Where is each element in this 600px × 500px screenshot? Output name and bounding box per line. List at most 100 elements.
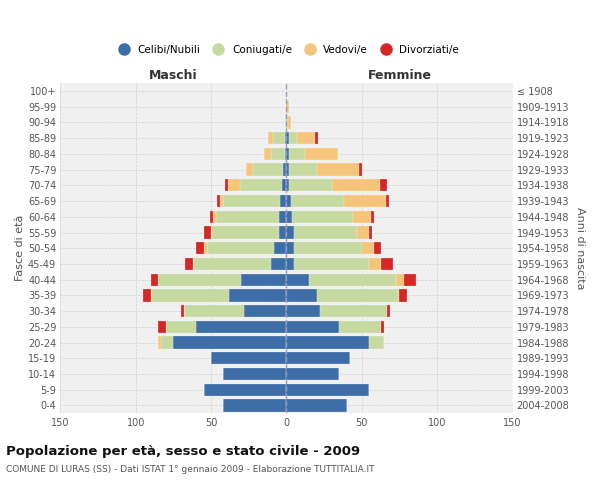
Bar	[203, 384, 286, 396]
Bar	[386, 195, 389, 207]
Bar	[241, 274, 286, 286]
Bar	[286, 400, 347, 411]
Bar	[294, 226, 357, 238]
Bar	[223, 368, 286, 380]
Bar	[279, 210, 286, 223]
Bar	[344, 195, 386, 207]
Bar	[359, 164, 362, 175]
Bar	[286, 132, 289, 144]
Bar	[288, 116, 291, 128]
Bar	[264, 148, 271, 160]
Bar	[286, 148, 289, 160]
Bar	[332, 179, 380, 192]
Legend: Celibi/Nubili, Coniugati/e, Vedovi/e, Divorziati/e: Celibi/Nubili, Coniugati/e, Vedovi/e, Di…	[110, 40, 463, 59]
Bar	[286, 290, 317, 302]
Bar	[382, 258, 394, 270]
Bar	[357, 226, 370, 238]
Bar	[317, 290, 400, 302]
Bar	[370, 226, 373, 238]
Bar	[206, 242, 274, 254]
Bar	[374, 242, 382, 254]
Bar	[286, 368, 339, 380]
Bar	[196, 320, 286, 333]
Bar	[292, 210, 353, 223]
Bar	[286, 242, 294, 254]
Bar	[286, 274, 309, 286]
Bar	[382, 320, 385, 333]
Bar	[320, 305, 388, 318]
Bar	[286, 116, 288, 128]
Bar	[185, 258, 193, 270]
Bar	[184, 305, 244, 318]
Bar	[286, 305, 320, 318]
Bar	[274, 242, 286, 254]
Bar	[339, 320, 382, 333]
Bar	[353, 210, 371, 223]
Bar	[370, 336, 385, 348]
Text: Femmine: Femmine	[367, 70, 431, 82]
Bar	[289, 148, 305, 160]
Bar	[161, 336, 173, 348]
Bar	[244, 305, 286, 318]
Bar	[286, 210, 292, 223]
Bar	[315, 132, 318, 144]
Bar	[286, 258, 294, 270]
Bar	[271, 258, 286, 270]
Bar	[283, 164, 286, 175]
Bar	[158, 336, 161, 348]
Bar	[151, 274, 158, 286]
Bar	[289, 164, 317, 175]
Bar	[217, 195, 220, 207]
Bar	[286, 352, 350, 364]
Bar	[371, 210, 374, 223]
Bar	[285, 132, 286, 144]
Bar	[370, 258, 382, 270]
Bar	[173, 336, 286, 348]
Bar	[268, 132, 273, 144]
Bar	[388, 305, 391, 318]
Bar	[294, 242, 362, 254]
Bar	[286, 336, 370, 348]
Bar	[362, 242, 374, 254]
Bar	[271, 148, 285, 160]
Text: COMUNE DI LURAS (SS) - Dati ISTAT 1° gennaio 2009 - Elaborazione TUTTITALIA.IT: COMUNE DI LURAS (SS) - Dati ISTAT 1° gen…	[6, 466, 374, 474]
Bar	[209, 210, 212, 223]
Bar	[286, 179, 289, 192]
Bar	[404, 274, 416, 286]
Bar	[246, 164, 253, 175]
Bar	[227, 179, 239, 192]
Bar	[203, 242, 206, 254]
Bar	[294, 258, 370, 270]
Bar	[286, 384, 370, 396]
Bar	[400, 290, 407, 302]
Bar	[285, 148, 286, 160]
Text: Popolazione per età, sesso e stato civile - 2009: Popolazione per età, sesso e stato civil…	[6, 445, 360, 458]
Bar	[397, 274, 404, 286]
Bar	[211, 226, 279, 238]
Bar	[273, 132, 285, 144]
Bar	[223, 195, 280, 207]
Bar	[224, 179, 227, 192]
Bar	[305, 148, 338, 160]
Bar	[158, 320, 166, 333]
Bar	[282, 179, 286, 192]
Bar	[193, 258, 271, 270]
Text: Maschi: Maschi	[149, 70, 197, 82]
Bar	[212, 210, 215, 223]
Bar	[158, 274, 241, 286]
Bar	[229, 290, 286, 302]
Bar	[317, 164, 359, 175]
Bar	[166, 320, 196, 333]
Bar	[297, 132, 315, 144]
Bar	[143, 290, 151, 302]
Bar	[286, 100, 289, 113]
Bar	[181, 305, 184, 318]
Bar	[289, 179, 332, 192]
Bar	[286, 320, 339, 333]
Bar	[215, 210, 279, 223]
Y-axis label: Fasce di età: Fasce di età	[15, 215, 25, 282]
Bar	[309, 274, 397, 286]
Bar	[286, 195, 291, 207]
Bar	[203, 226, 211, 238]
Bar	[280, 195, 286, 207]
